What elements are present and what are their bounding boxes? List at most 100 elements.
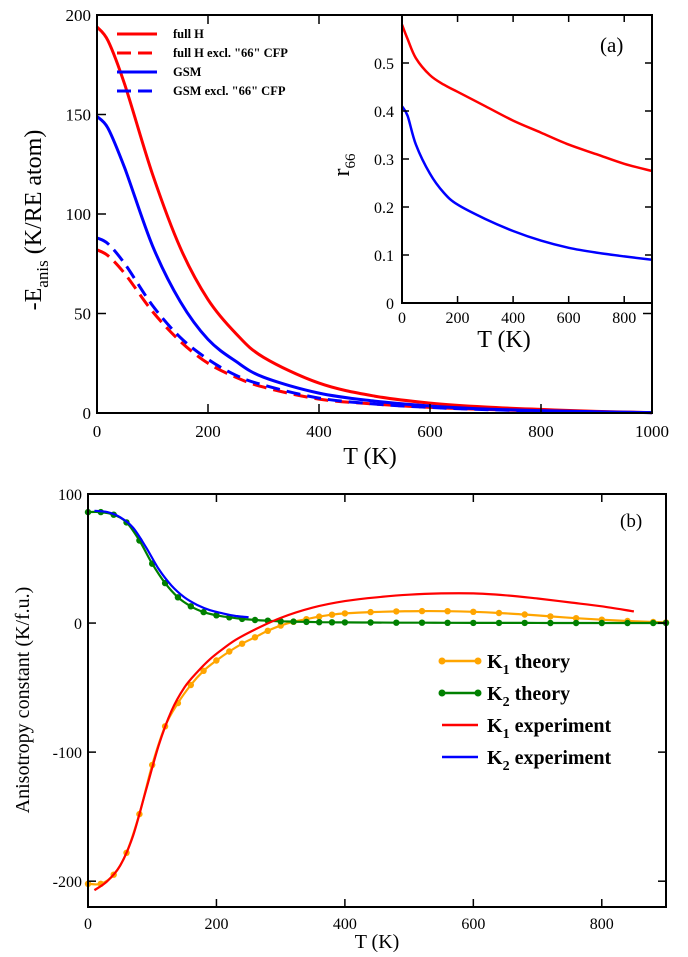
panel-a-y-axis-title: -Eanis (K/RE atom) — [21, 130, 52, 311]
panel-b-x-tick-label: 400 — [333, 916, 357, 933]
panel-b-legend-marker-0 — [438, 657, 446, 665]
panel-b-frame — [87, 493, 667, 908]
panel-b-series-0-point — [200, 667, 207, 674]
panel-b-series-1-point — [495, 619, 503, 627]
panel-b-series-0-point — [367, 608, 374, 616]
panel-a-inset-y-tick-label: 0.4 — [374, 104, 394, 121]
panel-a-inset: 0 200 400 600 800 0 0.1 0.2 0.3 0.4 0.5 T (K) r66… — [329, 14, 653, 353]
panel-b-series-1-point — [393, 619, 400, 626]
panel-b-x-tick-label: 200 — [204, 916, 228, 933]
panel-b-series-1-point — [213, 612, 220, 619]
panel-a-inset-x-tick-label: 200 — [446, 310, 470, 327]
panel-b-series-0-point — [187, 681, 194, 689]
panel-a-inset-y-tick-label: 0 — [386, 296, 394, 313]
panel-a-x-tick-label: 200 — [195, 422, 221, 441]
panel-b-series-1-point — [328, 619, 336, 626]
panel-b-legend-label-3: K2 experiment — [487, 747, 612, 774]
panel-a-plot-area — [95, 25, 653, 415]
panel-a-series-line-3 — [96, 236, 653, 415]
panel-a-legend-label-0: full H — [173, 27, 204, 41]
panel-b: 0 200 400 600 800 -200 -100 0 100 T (K) Anisotr… — [12, 487, 670, 953]
panel-a-y-tick-label: 200 — [66, 6, 92, 25]
panel-b-series-1-point — [367, 619, 374, 626]
panel-a: 0 200 400 600 800 1000 0 50 100 150 200 T (K) -Ea… — [21, 6, 669, 470]
panel-b-x-tick-label: 800 — [590, 916, 614, 933]
panel-b-series-0-point — [251, 634, 259, 641]
panel-a-inset-plot-area — [400, 24, 653, 262]
panel-b-x-ticks: 0 200 400 600 800 — [84, 494, 614, 933]
panel-b-series-0-point — [521, 611, 528, 618]
panel-b-series-1-point — [187, 603, 194, 610]
panel-b-series-0-point — [226, 648, 233, 655]
panel-a-inset-x-axis-title: T (K) — [477, 327, 531, 353]
panel-a-y-tick-label: 50 — [74, 305, 91, 324]
panel-b-series-0-point — [444, 608, 451, 615]
panel-b-series-0-point — [213, 657, 220, 664]
panel-b-series-0-point — [418, 607, 426, 615]
panel-b-series-0-point — [316, 613, 323, 620]
panel-b-legend: K1 theory K2 theory K1 experiment K2 experi… — [438, 651, 612, 774]
panel-a-y-tick-label: 0 — [83, 404, 92, 423]
panel-b-x-tick-label: 600 — [461, 916, 485, 933]
panel-b-x-axis-title: T (K) — [355, 931, 400, 952]
panel-b-legend-label-1: K2 theory — [487, 683, 570, 710]
panel-b-series-0-point — [238, 640, 246, 647]
panel-b-series-1-point — [174, 594, 182, 601]
panel-b-plot-area — [84, 508, 670, 892]
panel-b-series-0-point — [264, 627, 271, 634]
panel-a-inset-y-tick-label: 0.5 — [374, 56, 394, 73]
panel-a-inset-x-ticks: 0 200 400 600 800 — [398, 15, 636, 327]
panel-a-legend-label-3: GSM excl. "66" CFP — [173, 84, 286, 98]
panel-b-series-1-point — [598, 619, 605, 627]
panel-b-series-line-1 — [87, 510, 666, 625]
panel-b-x-tick-label: 0 — [84, 916, 92, 933]
panel-b-series-1-point — [418, 619, 426, 626]
panel-a-inset-y-ticks: 0 0.1 0.2 0.3 0.4 0.5 — [374, 56, 652, 313]
panel-a-y-tick-label: 150 — [66, 106, 92, 125]
panel-a-inset-series-line-1 — [400, 105, 653, 262]
panel-b-legend-label-0: K1 theory — [487, 651, 570, 678]
panel-a-x-tick-label: 0 — [93, 422, 102, 441]
panel-b-legend-marker-1 — [474, 689, 482, 697]
panel-a-legend-label-2: GSM — [173, 65, 202, 79]
panel-b-legend-marker-0 — [474, 657, 482, 665]
panel-a-inset-x-tick-label: 600 — [557, 310, 581, 327]
panel-b-y-tick-label: 0 — [74, 616, 82, 633]
panel-b-series-line-3 — [94, 509, 249, 619]
panel-b-series-1-point — [444, 619, 451, 626]
panel-b-series-1-point — [572, 619, 580, 627]
panel-b-series-1-point — [200, 608, 207, 616]
panel-b-series-0-point — [547, 613, 554, 620]
panel-b-series-1-point — [624, 619, 631, 627]
panel-b-y-tick-label: -200 — [53, 874, 82, 891]
panel-b-series-1-point — [290, 618, 297, 625]
panel-b-series-0-point — [393, 608, 400, 615]
panel-b-series-0-point — [495, 609, 503, 617]
panel-a-legend-label-1: full H excl. "66" CFP — [173, 46, 288, 60]
panel-b-legend-label-2: K1 experiment — [487, 715, 612, 742]
panel-a-x-tick-label: 800 — [528, 422, 554, 441]
panel-a-inset-x-tick-label: 800 — [612, 310, 636, 327]
panel-a-inset-background — [402, 15, 652, 303]
panel-a-x-tick-label: 600 — [417, 422, 443, 441]
panel-a-inset-series-line-0 — [400, 24, 653, 173]
panel-a-inset-y-tick-label: 0.1 — [374, 248, 394, 265]
panel-b-series-1-point — [650, 619, 657, 627]
panel-a-x-tick-label: 1000 — [635, 422, 669, 441]
panel-b-series-0-point — [470, 608, 477, 615]
panel-b-series-1-point — [316, 619, 323, 626]
panel-b-series-1-point — [521, 619, 528, 627]
panel-b-series-0-point — [328, 611, 336, 618]
panel-b-tag: (b) — [620, 511, 642, 532]
panel-b-y-ticks: -200 -100 0 100 — [53, 487, 666, 891]
panel-b-series-0-point — [572, 615, 580, 622]
panel-a-inset-x-tick-label: 0 — [398, 310, 406, 327]
panel-a-legend: full H full H excl. "66" CFP GSM GSM excl. … — [117, 27, 288, 98]
panel-b-y-tick-label: -100 — [53, 745, 82, 762]
panel-a-inset-y-axis-title: r66 — [329, 153, 359, 177]
panel-a-inset-x-tick-label: 400 — [501, 310, 525, 327]
panel-a-y-tick-label: 100 — [66, 205, 92, 224]
panel-b-y-tick-label: 100 — [58, 487, 82, 504]
panel-a-inset-y-tick-label: 0.2 — [374, 200, 394, 217]
panel-b-series-0-point — [341, 610, 349, 617]
